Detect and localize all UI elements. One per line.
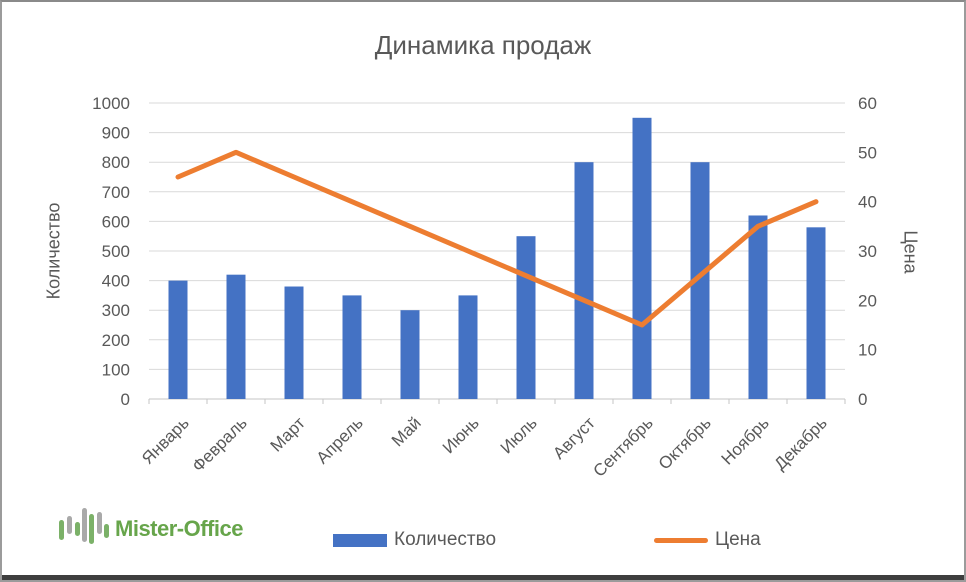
y-tick-label-left: 900 <box>102 124 130 143</box>
equalizer-bar <box>104 524 109 538</box>
x-category-label: Апрель <box>313 413 367 467</box>
x-category-label: Октябрь <box>655 413 715 473</box>
y-tick-label-right: 40 <box>858 193 877 212</box>
y-tick-label-left: 400 <box>102 272 130 291</box>
quantity-bar <box>806 227 826 399</box>
quantity-bar <box>690 162 710 399</box>
equalizer-bar <box>75 522 80 536</box>
y-tick-label-left: 1000 <box>92 94 130 113</box>
x-category-label: Август <box>549 413 599 463</box>
quantity-bar <box>400 310 420 399</box>
y-tick-label-right: 0 <box>858 390 867 409</box>
x-category-label: Январь <box>138 413 193 468</box>
price-line <box>175 149 819 328</box>
price-line-swatch <box>654 537 709 543</box>
mister-office-logo: Mister-Office <box>59 506 243 552</box>
x-category-label: Декабрь <box>771 413 831 473</box>
equalizer-bar <box>89 514 94 544</box>
y-tick-label-right: 30 <box>858 242 877 261</box>
logo-text: Mister-Office <box>115 516 243 541</box>
y-tick-label-left: 800 <box>102 153 130 172</box>
y-tick-label-left: 500 <box>102 242 130 261</box>
x-category-label: Июнь <box>439 413 483 457</box>
y-tick-label-left: 200 <box>102 331 130 350</box>
quantity-bar <box>632 117 652 400</box>
y-tick-label-left: 100 <box>102 360 130 379</box>
quantity-bar <box>226 274 246 399</box>
quantity-bar <box>284 286 304 399</box>
quantity-bar <box>168 280 188 399</box>
legend-item-quantity: Количество <box>333 529 496 551</box>
x-category-label: Сентябрь <box>590 413 657 480</box>
legend-label-price: Цена <box>715 529 761 550</box>
y-tick-label-left: 0 <box>121 390 130 409</box>
equalizer-bar <box>82 508 87 542</box>
quantity-bar <box>458 295 478 399</box>
x-category-label: Май <box>388 413 425 450</box>
x-category-label: Март <box>267 413 309 455</box>
window-bottom-edge <box>2 575 964 580</box>
chart-legend: Количество Цена <box>333 529 761 551</box>
y-tick-label-right: 60 <box>858 94 877 113</box>
quantity-bar <box>574 162 594 399</box>
y-tick-label-right: 50 <box>858 143 877 162</box>
legend-label-quantity: Количество <box>394 529 497 550</box>
legend-item-price: Цена <box>654 529 761 551</box>
y-tick-label-right: 20 <box>858 291 877 310</box>
y-tick-label-left: 700 <box>102 183 130 202</box>
x-category-label: Ноябрь <box>718 413 773 468</box>
equalizer-bar <box>59 520 64 540</box>
quantity-bar <box>748 215 768 399</box>
x-category-label: Июль <box>497 413 541 457</box>
y-tick-label-left: 600 <box>102 212 130 231</box>
chart-title: Динамика продаж <box>374 30 592 60</box>
quantity-bar <box>516 236 536 399</box>
quantity-bar <box>342 295 362 399</box>
equalizer-bar <box>97 512 102 534</box>
equalizer-bars-icon <box>59 506 109 552</box>
quantity-bar-swatch <box>333 533 387 547</box>
y-tick-label-left: 300 <box>102 301 130 320</box>
x-category-label: Февраль <box>189 413 251 475</box>
equalizer-bar <box>67 516 72 534</box>
y-tick-label-right: 10 <box>858 341 877 360</box>
